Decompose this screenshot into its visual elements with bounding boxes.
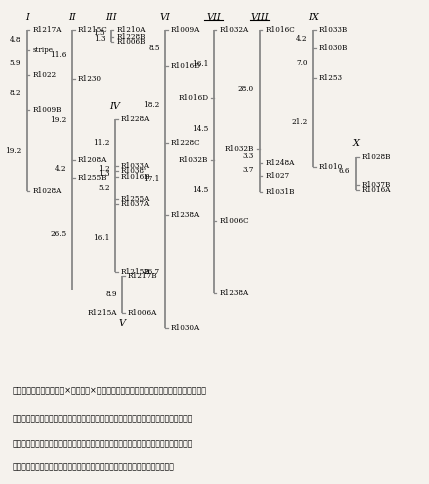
Text: R1248A: R1248A: [265, 159, 294, 166]
Text: R1228B: R1228B: [116, 32, 146, 41]
Text: IV: IV: [109, 102, 121, 111]
Text: R1210A: R1210A: [116, 26, 146, 34]
Text: 1.3: 1.3: [98, 170, 109, 178]
Text: 3.7: 3.7: [242, 166, 254, 174]
Text: R1238A: R1238A: [171, 212, 200, 219]
Text: R1253: R1253: [319, 74, 343, 82]
Text: 7.0: 7.0: [296, 59, 308, 67]
Text: R1033B: R1033B: [319, 26, 348, 34]
Text: 16.1: 16.1: [93, 234, 109, 242]
Text: 4.2: 4.2: [296, 35, 308, 43]
Text: R1016D: R1016D: [178, 94, 208, 102]
Text: R1217B: R1217B: [128, 272, 157, 280]
Text: R1038': R1038': [121, 167, 147, 175]
Text: R1030B: R1030B: [319, 44, 348, 52]
Text: R1215A: R1215A: [87, 309, 117, 317]
Text: IX: IX: [308, 13, 319, 22]
Text: R1022: R1022: [32, 72, 56, 79]
Text: R1215B: R1215B: [121, 269, 150, 276]
Text: 8.2: 8.2: [9, 89, 21, 97]
Text: 8.9: 8.9: [105, 290, 117, 299]
Text: R1016C: R1016C: [265, 26, 295, 34]
Text: R1032B: R1032B: [225, 145, 254, 152]
Text: 11.6: 11.6: [50, 51, 66, 59]
Text: 5.9: 5.9: [9, 59, 21, 67]
Text: R1215C: R1215C: [78, 26, 107, 34]
Text: R1028A: R1028A: [32, 187, 61, 196]
Text: R1037A: R1037A: [121, 200, 150, 208]
Text: 14.5: 14.5: [192, 125, 208, 133]
Text: 図中の単位はｃＭ、Ｒは野菜・茶業試験場で合成したプライマーを示す、数字の上二: 図中の単位はｃＭ、Ｒは野菜・茶業試験場で合成したプライマーを示す、数字の上二: [13, 415, 193, 424]
Text: VI: VI: [160, 13, 171, 22]
Text: X: X: [353, 139, 360, 149]
Text: R1032B: R1032B: [179, 155, 208, 164]
Text: 桁はプライマーの塩基対数を、下二桁はプライマー番号を示す。数字の後のアルファ: 桁はプライマーの塩基対数を、下二桁はプライマー番号を示す。数字の後のアルファ: [13, 439, 193, 448]
Text: V: V: [119, 319, 126, 328]
Text: 19.2: 19.2: [5, 147, 21, 155]
Text: R1030A: R1030A: [171, 324, 200, 333]
Text: 1.3: 1.3: [94, 35, 105, 43]
Text: R1228C: R1228C: [171, 139, 200, 147]
Text: III: III: [105, 13, 117, 22]
Text: R1016D: R1016D: [171, 62, 201, 70]
Text: R1037B: R1037B: [362, 181, 391, 189]
Text: R1006A: R1006A: [128, 309, 157, 317]
Text: R1010: R1010: [319, 163, 343, 171]
Text: VIII: VIII: [250, 13, 269, 22]
Text: 6.6: 6.6: [339, 166, 350, 175]
Text: 11.2: 11.2: [93, 138, 109, 147]
Text: R1255B: R1255B: [78, 174, 107, 182]
Text: II: II: [68, 13, 76, 22]
Text: 26.5: 26.5: [50, 230, 66, 238]
Text: R1032A: R1032A: [219, 26, 248, 34]
Text: 4.2: 4.2: [55, 166, 66, 173]
Text: R1031B: R1031B: [265, 188, 295, 196]
Text: 21.2: 21.2: [291, 119, 308, 126]
Text: R1009A: R1009A: [171, 26, 200, 34]
Text: stripe: stripe: [32, 46, 53, 55]
Text: 14.5: 14.5: [192, 186, 208, 194]
Text: ベットは同一のプライマーで増幅された各バンドを識別するために付した。: ベットは同一のプライマーで増幅された各バンドを識別するために付した。: [13, 463, 175, 472]
Text: 5.2: 5.2: [98, 184, 109, 192]
Text: 1.5: 1.5: [94, 30, 105, 37]
Text: R1006C: R1006C: [219, 217, 249, 225]
Text: 18.2: 18.2: [143, 101, 160, 108]
Text: 19.2: 19.2: [50, 116, 66, 124]
Text: R1255A: R1255A: [121, 195, 150, 203]
Text: R1016B: R1016B: [121, 173, 150, 181]
Text: 16.1: 16.1: [192, 60, 208, 68]
Text: R1027: R1027: [265, 172, 289, 181]
Text: R1028B: R1028B: [362, 152, 391, 161]
Text: 17.1: 17.1: [143, 175, 160, 183]
Text: R1009B: R1009B: [32, 106, 62, 114]
Text: VII: VII: [206, 13, 221, 22]
Text: I: I: [24, 13, 29, 22]
Text: R1238A: R1238A: [219, 289, 248, 297]
Text: 8.5: 8.5: [148, 44, 160, 52]
Text: 26.7: 26.7: [143, 268, 160, 276]
Text: R1217A: R1217A: [32, 26, 62, 34]
Text: R1208A: R1208A: [78, 156, 107, 165]
Text: R1016A: R1016A: [362, 186, 391, 194]
Text: R1228A: R1228A: [121, 115, 150, 123]
Text: 図１　ＢＣ３（（Ｈ－７×Ｓ－１）×Ｓ－１）世代の解析により作成したスイカ連鎖地図: 図１ ＢＣ３（（Ｈ－７×Ｓ－１）×Ｓ－１）世代の解析により作成したスイカ連鎖地図: [13, 386, 207, 395]
Text: R1230: R1230: [78, 75, 102, 83]
Text: R1006B: R1006B: [116, 38, 146, 46]
Text: 1.2: 1.2: [98, 165, 109, 173]
Text: 4.8: 4.8: [9, 36, 21, 45]
Text: 3.3: 3.3: [243, 151, 254, 160]
Text: R1033A: R1033A: [121, 162, 150, 170]
Text: 28.0: 28.0: [238, 85, 254, 93]
